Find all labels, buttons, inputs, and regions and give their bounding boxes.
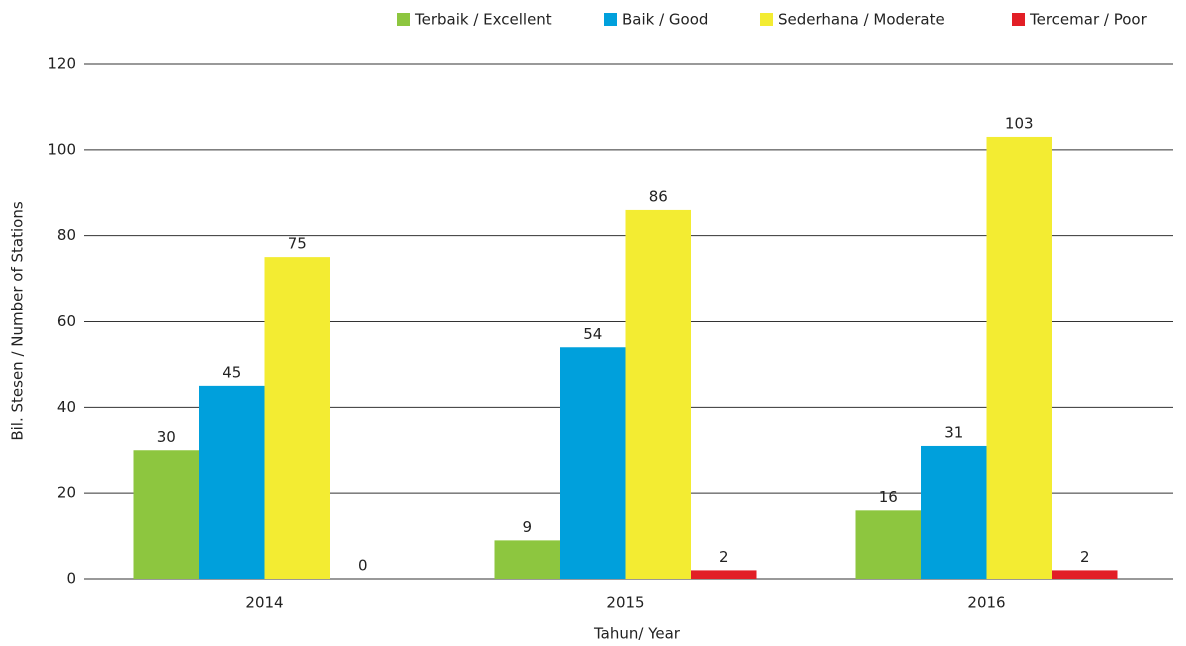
- x-tick-label: 2015: [606, 594, 644, 612]
- value-label: 45: [222, 363, 241, 381]
- x-axis-label: Tahun/ Year: [593, 625, 681, 643]
- value-label: 9: [522, 518, 532, 536]
- bar: [1052, 570, 1118, 579]
- value-label: 0: [358, 557, 368, 575]
- bar: [691, 570, 757, 579]
- bar: [264, 257, 330, 579]
- value-label: 75: [288, 235, 307, 253]
- value-label: 103: [1005, 114, 1034, 132]
- bar: [494, 540, 560, 579]
- y-tick-label: 120: [47, 55, 76, 73]
- legend-swatch: [604, 13, 617, 26]
- y-tick-label: 80: [57, 226, 76, 244]
- bar: [855, 510, 921, 579]
- bar: [625, 209, 691, 579]
- y-tick-label: 60: [57, 312, 76, 330]
- legend-swatch: [397, 13, 410, 26]
- bar: [921, 445, 987, 579]
- y-axis-label: Bil. Stesen / Number of Stations: [9, 201, 27, 441]
- value-label: 54: [583, 325, 602, 343]
- legend-label: Baik / Good: [622, 11, 708, 29]
- value-label: 31: [944, 423, 963, 441]
- value-label: 2: [1080, 548, 1090, 566]
- x-tick-label: 2014: [245, 594, 283, 612]
- bar: [986, 136, 1052, 580]
- y-tick-label: 0: [66, 570, 76, 588]
- y-tick-label: 100: [47, 140, 76, 158]
- value-label: 30: [157, 428, 176, 446]
- value-label: 2: [719, 548, 729, 566]
- legend-swatch: [1012, 13, 1025, 26]
- y-tick-label: 20: [57, 484, 76, 502]
- value-label: 86: [649, 187, 668, 205]
- y-tick-label: 40: [57, 398, 76, 416]
- legend-label: Sederhana / Moderate: [778, 11, 945, 29]
- legend-label: Tercemar / Poor: [1029, 11, 1148, 29]
- value-label: 16: [879, 488, 898, 506]
- x-tick-label: 2016: [967, 594, 1005, 612]
- legend-label: Terbaik / Excellent: [414, 11, 552, 29]
- bar: [199, 385, 265, 579]
- legend-swatch: [760, 13, 773, 26]
- bar: [133, 450, 199, 579]
- bar: [560, 347, 626, 579]
